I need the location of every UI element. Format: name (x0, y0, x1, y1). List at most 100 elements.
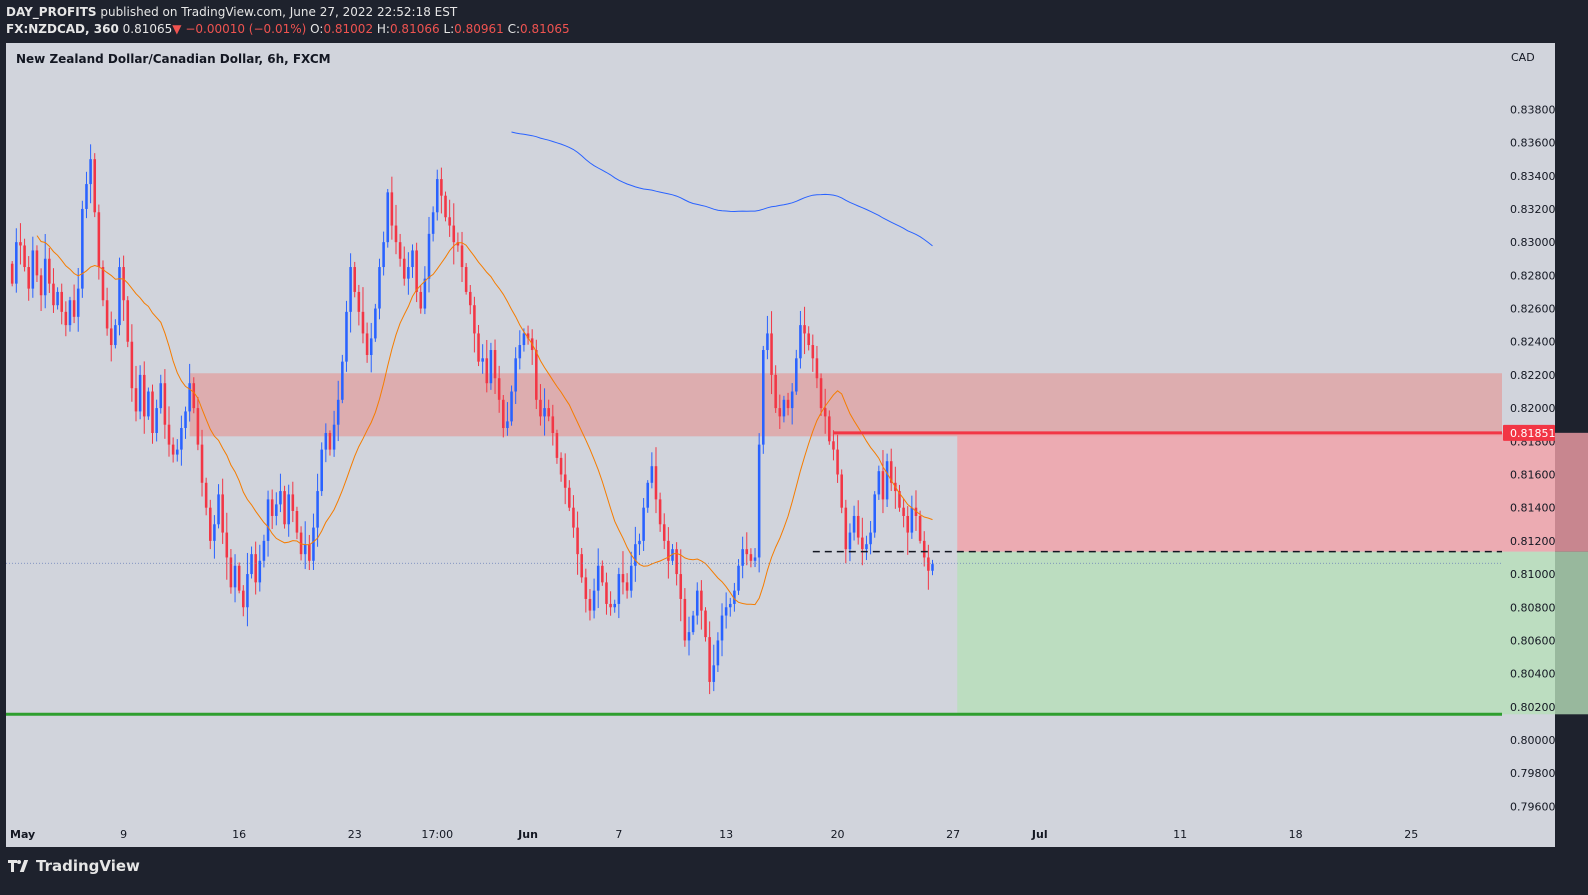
candle[interactable] (906, 506, 910, 555)
stop-loss-zone[interactable] (957, 432, 1588, 552)
candle[interactable] (489, 342, 493, 390)
candle[interactable] (254, 541, 257, 595)
candle[interactable] (762, 345, 765, 454)
candle[interactable] (646, 480, 650, 513)
candle[interactable] (81, 200, 84, 298)
candle[interactable] (468, 284, 472, 315)
candle[interactable] (898, 484, 901, 512)
candle[interactable] (246, 552, 249, 627)
candle[interactable] (237, 562, 241, 594)
candle[interactable] (407, 252, 410, 295)
candle[interactable] (712, 644, 716, 692)
candle[interactable] (118, 257, 121, 336)
candle[interactable] (386, 188, 390, 248)
candle[interactable] (266, 490, 270, 557)
candle[interactable] (109, 311, 113, 362)
candle[interactable] (353, 261, 357, 298)
symbol-label[interactable]: FX:NZDCAD, 360 (6, 22, 119, 36)
candle[interactable] (596, 548, 600, 609)
candle[interactable] (679, 549, 683, 622)
candle[interactable] (902, 498, 905, 528)
candle[interactable] (629, 551, 633, 598)
candle[interactable] (638, 533, 641, 556)
candle[interactable] (390, 176, 394, 240)
candle[interactable] (609, 591, 612, 616)
candle[interactable] (790, 383, 794, 425)
candle[interactable] (786, 392, 790, 416)
take-profit-zone[interactable] (957, 551, 1588, 715)
candle[interactable] (415, 242, 418, 303)
candle[interactable] (320, 442, 323, 496)
candle[interactable] (147, 387, 150, 420)
candle[interactable] (568, 480, 571, 512)
candle[interactable] (233, 554, 237, 603)
candle[interactable] (349, 253, 352, 333)
candle[interactable] (365, 322, 369, 363)
candle[interactable] (869, 520, 872, 555)
candle[interactable] (716, 632, 720, 673)
candle[interactable] (782, 395, 786, 423)
candle[interactable] (576, 511, 579, 575)
candle[interactable] (279, 473, 282, 513)
candle[interactable] (448, 199, 451, 237)
candle[interactable] (93, 153, 97, 218)
candle[interactable] (625, 573, 629, 599)
candle[interactable] (394, 204, 398, 255)
candle[interactable] (283, 485, 286, 529)
candle[interactable] (171, 437, 175, 463)
candle[interactable] (605, 572, 608, 615)
candle[interactable] (357, 284, 361, 326)
candle[interactable] (35, 245, 39, 283)
candle[interactable] (242, 585, 245, 617)
candle[interactable] (865, 535, 868, 561)
candle[interactable] (155, 399, 158, 442)
candle[interactable] (299, 526, 303, 561)
candle[interactable] (221, 478, 224, 544)
candle[interactable] (159, 374, 163, 414)
candle[interactable] (270, 489, 274, 529)
candle[interactable] (774, 365, 777, 413)
candle[interactable] (803, 306, 806, 355)
candle[interactable] (101, 260, 105, 307)
candle[interactable] (687, 616, 691, 656)
candle[interactable] (217, 484, 220, 529)
candle[interactable] (64, 301, 68, 337)
candle[interactable] (745, 532, 749, 566)
candle[interactable] (856, 500, 860, 545)
candle[interactable] (295, 506, 299, 540)
candle[interactable] (72, 284, 76, 324)
candle[interactable] (832, 430, 835, 461)
candle[interactable] (662, 513, 666, 550)
candle[interactable] (778, 394, 782, 429)
candle[interactable] (151, 384, 154, 444)
candle[interactable] (332, 410, 336, 457)
candle[interactable] (852, 505, 856, 541)
candle[interactable] (460, 231, 464, 283)
candle[interactable] (68, 296, 72, 332)
candle[interactable] (844, 499, 848, 564)
candle[interactable] (724, 592, 728, 629)
candle[interactable] (720, 603, 724, 657)
candle[interactable] (601, 560, 604, 586)
candle[interactable] (361, 287, 365, 344)
candle[interactable] (134, 365, 138, 422)
candle[interactable] (848, 523, 852, 562)
candle[interactable] (877, 465, 881, 500)
candle[interactable] (770, 311, 773, 395)
candle[interactable] (691, 610, 695, 635)
candle[interactable] (200, 429, 204, 497)
candle[interactable] (741, 536, 744, 579)
candle[interactable] (427, 216, 431, 293)
candle[interactable] (526, 325, 530, 345)
candle[interactable] (43, 234, 47, 309)
candle[interactable] (419, 285, 423, 314)
candle[interactable] (621, 551, 625, 595)
candle[interactable] (250, 546, 253, 579)
candle[interactable] (308, 534, 311, 571)
candle[interactable] (180, 415, 183, 466)
candle[interactable] (89, 144, 92, 204)
candle[interactable] (188, 363, 191, 422)
candle[interactable] (819, 373, 823, 416)
candle[interactable] (76, 267, 80, 332)
